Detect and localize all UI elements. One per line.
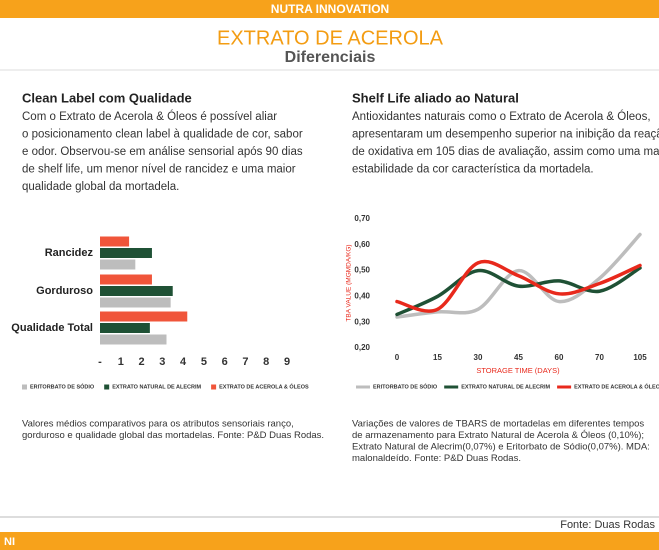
x-tick-label: - — [98, 356, 102, 368]
series-line — [395, 232, 642, 319]
page-subtitle: Diferenciais — [285, 49, 376, 66]
bar — [100, 297, 171, 308]
bottom-band — [0, 532, 659, 550]
bar — [100, 334, 167, 345]
caption-line: malonaldeído. Fonte: P&D Duas Rodas. — [352, 453, 521, 464]
banner-text: NUTRA INNOVATION — [271, 2, 389, 16]
x-tick-label: 6 — [222, 356, 228, 368]
bar — [100, 323, 150, 333]
x-tick-label: 105 — [633, 353, 647, 362]
legend-label: EXTRATO DE ACEROLA & ÓLEOS — [219, 382, 309, 390]
y-tick-label: 0,20 — [354, 343, 370, 352]
legend-swatch — [22, 384, 27, 390]
source: Fonte: Duas Rodas — [560, 519, 655, 531]
x-tick-label: 30 — [474, 353, 483, 362]
x-tick-label: 45 — [514, 353, 523, 362]
x-tick-label: 15 — [433, 353, 442, 362]
x-tick-label: 4 — [180, 356, 187, 368]
x-tick-label: 8 — [263, 356, 269, 368]
x-tick-label: 1 — [118, 356, 124, 368]
caption-line: gorduroso e qualidade global das mortade… — [22, 430, 324, 441]
body-line: Com o Extrato de Acerola & Óleos é possí… — [22, 110, 277, 123]
x-tick-label: 0 — [395, 353, 400, 362]
legend-swatch — [104, 384, 110, 390]
category-label: Rancidez — [45, 247, 94, 259]
x-tick-label: 3 — [159, 356, 165, 368]
bar — [100, 311, 188, 322]
x-tick-label: 70 — [595, 353, 604, 362]
series-line — [395, 259, 642, 313]
category-label: Gorduroso — [36, 285, 93, 297]
bar — [100, 248, 152, 258]
body-line: qualidade global da mortadela. — [22, 181, 179, 193]
x-tick-label: 60 — [555, 353, 564, 362]
body-line: estabilidade da cor característica da mo… — [352, 164, 594, 176]
legend-label: EXTRATO DE ACEROLA & ÓLEOS — [574, 382, 659, 390]
body-line: e odor. Observou-se em análise sensorial… — [22, 146, 303, 158]
legend-label: EXTRATO NATURAL DE ALECRIM — [112, 384, 201, 390]
caption-line: Valores médios comparativos para os atri… — [22, 419, 294, 430]
left-heading: Clean Label com Qualidade — [22, 90, 192, 105]
page-title: EXTRATO DE ACEROLA — [217, 27, 444, 49]
category-label: Qualidade Total — [11, 322, 93, 334]
top-banner — [0, 0, 659, 18]
caption-line: Extrato Natural de Alecrim(0,07%) e Erit… — [352, 442, 650, 453]
y-axis-label: TBA VALUE (MGMDA/KG) — [346, 244, 353, 321]
x-tick-label: 9 — [284, 356, 290, 368]
legend-label: ERITORBATO DE SÓDIO — [373, 382, 438, 390]
y-tick-label: 0,30 — [354, 317, 370, 326]
bar — [100, 259, 136, 270]
x-tick-label: 5 — [201, 356, 207, 368]
legend-label: EXTRATO NATURAL DE ALECRIM — [461, 384, 550, 390]
bar — [100, 274, 152, 285]
caption-line: Variações de valores de TBARS de mortade… — [352, 419, 644, 430]
legend-swatch — [211, 384, 217, 390]
right-heading: Shelf Life aliado ao Natural — [352, 90, 519, 105]
body-line: Antioxidantes naturais como o Extrato de… — [352, 110, 651, 123]
y-tick-label: 0,70 — [354, 214, 370, 223]
bar — [100, 286, 173, 296]
body-line: de oxidativa em 105 dias de avaliação, a… — [352, 146, 659, 158]
x-tick-label: 2 — [138, 356, 144, 368]
bar — [100, 236, 130, 247]
y-tick-label: 0,40 — [354, 292, 370, 301]
x-axis-label: STORAGE TIME (DAYS) — [476, 366, 560, 375]
logo: NI — [4, 536, 15, 548]
body-line: de shelf life, um menor nível de rancide… — [22, 164, 296, 176]
legend-label: ERITORBATO DE SÓDIO — [30, 382, 95, 390]
caption-line: de armazenamento para Extrato Natural de… — [352, 430, 644, 441]
series-line — [395, 266, 642, 317]
body-line: apresentaram um desempenho superior na i… — [352, 129, 659, 141]
y-tick-label: 0,50 — [354, 266, 370, 275]
y-tick-label: 0,60 — [354, 240, 370, 249]
x-tick-label: 7 — [242, 356, 248, 368]
body-line: o posicionamento clean label à qualidade… — [22, 129, 303, 141]
